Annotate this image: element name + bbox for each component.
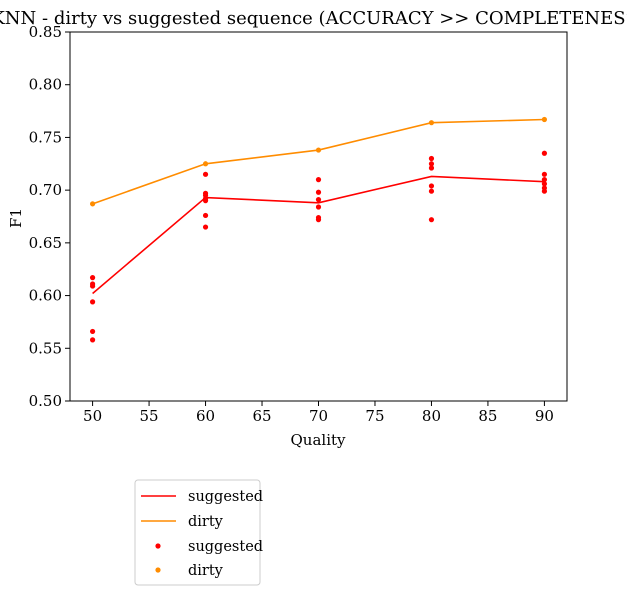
plot-area: 50 55 60 65 70 75 80 85 90 0.500.550.600.650.700… — [29, 23, 568, 425]
legend-swatch-point-dirty — [155, 567, 161, 573]
scatter-point-suggested — [428, 161, 435, 167]
x-tick-label: 75 — [365, 407, 384, 425]
scatter-point-dirty — [428, 120, 435, 126]
x-tick-label: 80 — [422, 407, 441, 425]
legend-frame — [134, 479, 261, 586]
x-tick-label: 60 — [196, 407, 215, 425]
scatter-point-dirty — [315, 147, 322, 153]
legend-swatch-point-suggested — [155, 543, 161, 549]
scatter-point-suggested — [541, 150, 548, 156]
x-tick-label: 70 — [309, 407, 328, 425]
legend-label: dirty — [188, 514, 224, 530]
scatter-point-suggested — [89, 337, 96, 343]
scatter-point-dirty — [541, 116, 548, 123]
y-tick-label: 0.55 — [29, 339, 62, 357]
scatter-point-suggested — [202, 198, 209, 204]
scatter-point-suggested — [541, 188, 548, 194]
legend-label: suggested — [188, 539, 263, 555]
scatter-point-suggested — [89, 299, 96, 305]
scatter-point-suggested — [428, 183, 435, 189]
series-line-suggested — [92, 175, 545, 295]
y-tick-label: 0.80 — [29, 76, 62, 94]
scatter-point-suggested — [428, 155, 435, 162]
scatter-point-dirty — [89, 201, 96, 207]
scatter-point-suggested — [315, 204, 322, 210]
scatter-point-suggested — [541, 177, 548, 183]
scatter-point-suggested — [202, 171, 209, 177]
chart-title: KNN - dirty vs suggested sequence (ACCUR… — [0, 8, 627, 29]
scatter-point-suggested — [315, 189, 322, 195]
y-axis: 0.50 0.55 0.60 0.65 0.70 0.75 0.80 0.85 — [29, 23, 70, 410]
y-tick-label: 0.75 — [29, 128, 62, 146]
scatter-point-suggested — [428, 165, 435, 171]
x-axis: 50 55 60 65 70 75 80 85 90 — [83, 401, 554, 425]
y-tick-label: 0.50 — [29, 392, 62, 410]
x-tick-label: 55 — [140, 407, 159, 425]
x-tick-label: 90 — [535, 407, 554, 425]
scatter-point-suggested — [89, 283, 96, 289]
scatter-point-dirty — [202, 161, 209, 167]
scatter-point-suggested — [315, 177, 322, 183]
scatter-point-suggested — [428, 217, 435, 223]
y-axis-label: F1 — [7, 208, 25, 228]
scatter-point-suggested — [541, 181, 548, 187]
scatter-point-suggested — [202, 224, 209, 230]
scatter-point-suggested — [89, 275, 96, 281]
scatter-point-suggested — [541, 171, 548, 177]
series-layer — [89, 116, 548, 343]
x-axis-label: Quality — [291, 431, 347, 449]
y-tick-label: 0.85 — [29, 23, 62, 41]
legend: suggested dirty suggested dirty — [134, 479, 263, 586]
x-tick-label: 85 — [478, 407, 497, 425]
scatter-point-suggested — [89, 328, 96, 335]
scatter-point-suggested — [202, 212, 209, 219]
scatter-point-suggested — [315, 197, 322, 203]
legend-label: suggested — [188, 489, 263, 505]
legend-label: dirty — [188, 563, 224, 579]
y-tick-label: 0.65 — [29, 234, 62, 252]
scatter-point-suggested — [315, 217, 322, 223]
y-tick-label: 0.70 — [29, 181, 62, 199]
x-tick-label: 65 — [252, 407, 271, 425]
x-tick-label: 50 — [83, 407, 102, 425]
scatter-point-suggested — [428, 188, 435, 194]
y-tick-label: 0.60 — [29, 287, 62, 305]
